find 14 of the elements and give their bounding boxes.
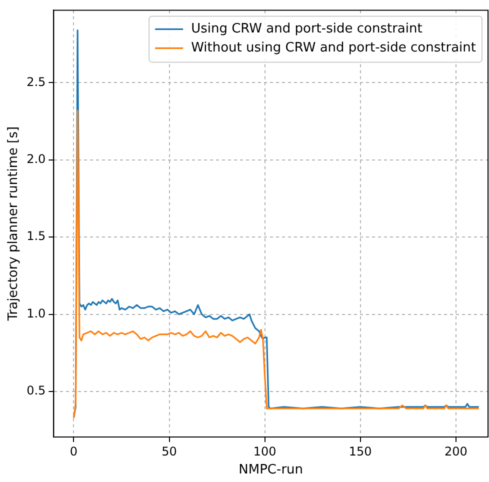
y-tick-label: 2.0 xyxy=(26,152,46,166)
x-tick-label: 0 xyxy=(70,444,78,458)
x-axis-title: NMPC-run xyxy=(238,462,304,478)
x-tick-label: 50 xyxy=(162,444,177,458)
x-tick-label: 100 xyxy=(253,444,276,458)
y-tick-label: 0.5 xyxy=(26,384,46,398)
legend-label: Without using CRW and port-side constraint xyxy=(191,40,476,56)
y-axis-title: Trajectory planner runtime [s] xyxy=(6,126,22,322)
x-tick-label: 150 xyxy=(348,444,372,458)
x-tick-label: 200 xyxy=(444,444,468,458)
y-tick-label: 2.5 xyxy=(26,74,46,89)
y-tick-label: 1.0 xyxy=(26,306,46,320)
legend-label: Using CRW and port-side constraint xyxy=(191,22,422,37)
y-tick-label: 1.5 xyxy=(26,229,46,244)
